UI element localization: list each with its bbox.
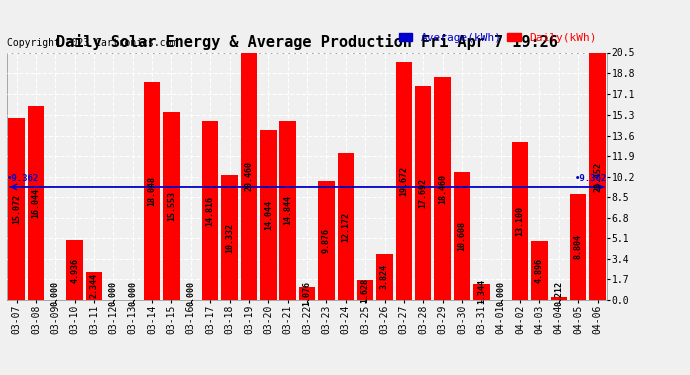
- Text: •9.362: •9.362: [7, 174, 39, 183]
- Text: Copyright 2023 Cartronics.com: Copyright 2023 Cartronics.com: [7, 38, 177, 48]
- Text: 9.876: 9.876: [322, 228, 331, 253]
- Text: 14.816: 14.816: [206, 195, 215, 225]
- Title: Daily Solar Energy & Average Production Fri Apr 7 19:26: Daily Solar Energy & Average Production …: [56, 34, 558, 50]
- Bar: [221, 175, 238, 300]
- Bar: [570, 194, 586, 300]
- Legend: Average(kWh), Daily(kWh): Average(kWh), Daily(kWh): [394, 28, 602, 47]
- Text: 0.000: 0.000: [109, 282, 118, 306]
- Bar: [241, 53, 257, 300]
- Bar: [86, 272, 102, 300]
- Bar: [376, 254, 393, 300]
- Text: •9.362: •9.362: [575, 174, 607, 183]
- Bar: [28, 106, 44, 300]
- Bar: [435, 77, 451, 300]
- Bar: [8, 118, 25, 300]
- Text: 0.000: 0.000: [186, 282, 195, 306]
- Bar: [260, 130, 277, 300]
- Bar: [144, 82, 160, 300]
- Bar: [454, 172, 470, 300]
- Bar: [531, 241, 548, 300]
- Text: 12.172: 12.172: [342, 211, 351, 242]
- Text: 17.692: 17.692: [419, 178, 428, 208]
- Text: 20.452: 20.452: [593, 162, 602, 192]
- Text: 3.824: 3.824: [380, 264, 389, 290]
- Bar: [473, 284, 490, 300]
- Text: 2.344: 2.344: [90, 273, 99, 298]
- Bar: [318, 181, 335, 300]
- Text: 8.804: 8.804: [573, 234, 582, 260]
- Bar: [66, 240, 83, 300]
- Text: 15.072: 15.072: [12, 194, 21, 224]
- Text: 0.000: 0.000: [128, 282, 137, 306]
- Bar: [551, 297, 567, 300]
- Bar: [357, 280, 373, 300]
- Text: 13.100: 13.100: [515, 206, 524, 236]
- Text: 18.460: 18.460: [438, 174, 447, 204]
- Bar: [202, 121, 219, 300]
- Text: 20.460: 20.460: [244, 162, 253, 192]
- Bar: [589, 53, 606, 300]
- Text: 19.672: 19.672: [400, 166, 408, 196]
- Text: 14.844: 14.844: [283, 195, 292, 225]
- Text: 16.044: 16.044: [32, 188, 41, 218]
- Bar: [512, 142, 529, 300]
- Text: 15.553: 15.553: [167, 191, 176, 221]
- Text: 14.044: 14.044: [264, 200, 273, 230]
- Text: 4.896: 4.896: [535, 258, 544, 283]
- Bar: [395, 63, 412, 300]
- Text: 0.000: 0.000: [496, 282, 505, 306]
- Bar: [415, 86, 431, 300]
- Text: 10.332: 10.332: [225, 223, 234, 253]
- Text: 1.344: 1.344: [477, 279, 486, 304]
- Bar: [164, 112, 179, 300]
- Text: 18.048: 18.048: [148, 176, 157, 206]
- Text: 4.936: 4.936: [70, 258, 79, 283]
- Bar: [299, 287, 315, 300]
- Text: 1.628: 1.628: [361, 278, 370, 303]
- Text: 0.000: 0.000: [51, 282, 60, 306]
- Text: 0.212: 0.212: [554, 282, 563, 306]
- Text: 1.076: 1.076: [302, 281, 312, 306]
- Bar: [279, 121, 296, 300]
- Bar: [337, 153, 354, 300]
- Text: 10.608: 10.608: [457, 221, 466, 251]
